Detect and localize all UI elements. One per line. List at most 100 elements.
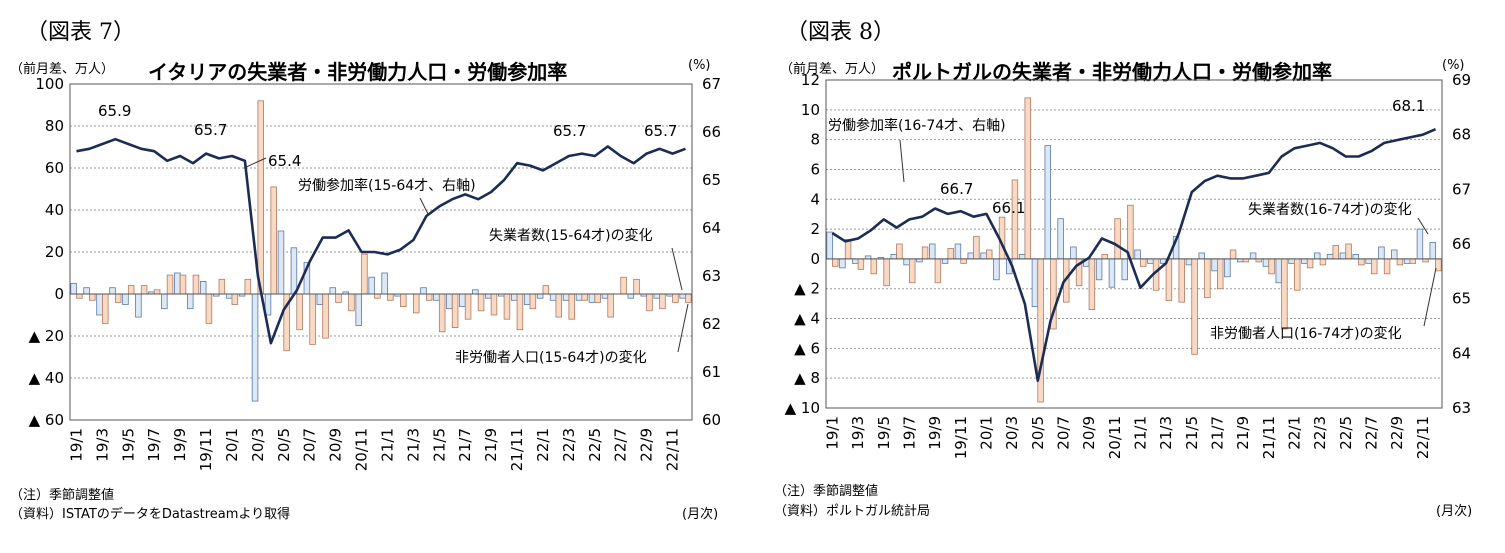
right-tick-label: 60: [702, 411, 721, 429]
x-tick-label: 19/1: [823, 416, 841, 450]
right-tick-label: 65: [1452, 290, 1471, 308]
employed-change-bar: [1185, 258, 1193, 266]
leader-line: [899, 139, 905, 183]
employed-change-bar: [381, 272, 388, 295]
employed-change-bar: [993, 258, 1000, 281]
inactive-change-bar: [685, 293, 692, 303]
right-tick-label: 68: [1452, 126, 1471, 144]
inactive-change-bar: [1319, 258, 1327, 266]
left-tick-label: ▲ 40: [29, 369, 64, 387]
employed-change-bar: [1288, 258, 1295, 264]
employed-change-bar: [826, 231, 833, 260]
employed-change-bar: [1044, 145, 1051, 260]
x-tick-label: 19/7: [900, 416, 918, 450]
left-tick-label: 0: [810, 250, 820, 268]
figure-7-panel: （図表 7） イタリアの失業者・非労働力人口・労働参加率 （前月差、万人） (%…: [0, 0, 752, 553]
right-tick-label: 64: [702, 219, 721, 237]
x-tick-label: 19/5: [875, 416, 893, 450]
inactive-change-bar: [387, 293, 394, 301]
employed-change-bar: [1301, 258, 1308, 264]
left-tick-label: 2: [810, 220, 820, 238]
x-tick-label: 22/11: [1414, 416, 1432, 459]
employed-change-bar: [251, 293, 259, 402]
inactive-change-bar: [309, 293, 316, 345]
inactive-change-bar: [477, 293, 485, 312]
inactive-change-bar: [1191, 258, 1198, 355]
employed-change-bar: [70, 283, 77, 295]
inactive-change-bar: [425, 293, 433, 301]
employed-change-bar: [967, 252, 974, 260]
employed-change-bar: [446, 293, 453, 310]
x-tick-label: 20/9: [327, 428, 345, 462]
inactive-change-bar: [257, 100, 264, 295]
inactive-change-bar: [594, 293, 601, 303]
x-tick-label: 19/3: [849, 416, 867, 450]
employed-annotation: 失業者数(16-74才)の変化: [1248, 201, 1412, 218]
leader-line: [1423, 267, 1437, 327]
inactive-change-bar: [140, 285, 148, 295]
employed-change-bar: [1275, 258, 1282, 284]
chart-note: （注）季節調整値: [10, 488, 115, 503]
inactive-change-bar: [542, 285, 550, 295]
inactive-change-bar: [374, 293, 381, 299]
employed-change-bar: [135, 293, 142, 318]
chart-source: （資料）ポルトガル統計局: [774, 504, 931, 519]
inactive-change-bar: [101, 293, 109, 324]
x-tick-label: 21/1: [378, 428, 396, 462]
inactive-change-bar: [503, 293, 511, 320]
employed-change-bar: [1224, 258, 1231, 278]
right-tick-label: 62: [702, 315, 721, 333]
employed-change-bar: [1262, 258, 1270, 267]
inactive-change-bar: [960, 258, 967, 264]
x-tick-label: 21/9: [1234, 416, 1252, 450]
leader-line: [419, 197, 429, 215]
participation-rate-line: [76, 137, 686, 345]
employed-change-bar: [290, 247, 298, 295]
left-tick-label: 10: [801, 101, 820, 119]
x-tick-label: 21/11: [508, 428, 526, 471]
employed-change-bar: [536, 293, 544, 299]
employed-change-bar: [1365, 258, 1372, 264]
left-tick-label: 8: [810, 131, 820, 149]
inactive-change-bar: [633, 278, 640, 295]
x-tick-label: 21/5: [1183, 416, 1201, 450]
chart-title: イタリアの失業者・非労働力人口・労働参加率: [148, 60, 568, 84]
employed-change-bar: [96, 293, 103, 316]
employed-change-bar: [329, 287, 337, 295]
inactive-change-bar: [348, 293, 355, 312]
x-tick-label: 22/5: [586, 428, 604, 462]
employed-change-bar: [549, 293, 557, 301]
right-tick-label: 61: [702, 363, 721, 381]
employed-change-bar: [161, 293, 168, 310]
x-tick-label: 20/7: [301, 428, 319, 462]
inactive-change-bar: [1114, 218, 1121, 260]
x-tick-label: 20/5: [1029, 416, 1047, 450]
peak-label: 65.7: [194, 121, 227, 139]
employed-change-bar: [1249, 252, 1257, 260]
left-tick-label: 6: [810, 160, 820, 178]
inactive-change-bar: [451, 293, 459, 328]
employed-change-bar: [903, 258, 910, 266]
inactive-change-bar: [322, 293, 329, 339]
inactive-change-bar: [1101, 254, 1108, 260]
inactive-change-bar: [127, 285, 135, 295]
employed-change-bar: [433, 293, 440, 301]
inactive-change-bar: [659, 293, 666, 310]
left-tick-label: ▲ 10: [785, 399, 820, 417]
right-tick-label: 67: [702, 75, 721, 93]
x-tick-label: 21/5: [430, 428, 448, 462]
inactive-change-bar: [529, 293, 537, 310]
peak-label: 65.7: [553, 122, 586, 140]
right-tick-label: 67: [1452, 180, 1471, 198]
employed-change-bar: [199, 280, 207, 295]
inactive-change-bar: [89, 293, 96, 301]
right-tick-label: 63: [1452, 399, 1471, 417]
employed-change-bar: [510, 293, 518, 301]
month-unit: (月次): [682, 507, 719, 522]
figure-label: （図表 8）: [786, 20, 895, 45]
employed-change-bar: [1339, 252, 1347, 260]
employed-change-bar: [316, 293, 324, 305]
employed-change-bar: [368, 276, 375, 295]
inactive-change-bar: [335, 293, 342, 303]
